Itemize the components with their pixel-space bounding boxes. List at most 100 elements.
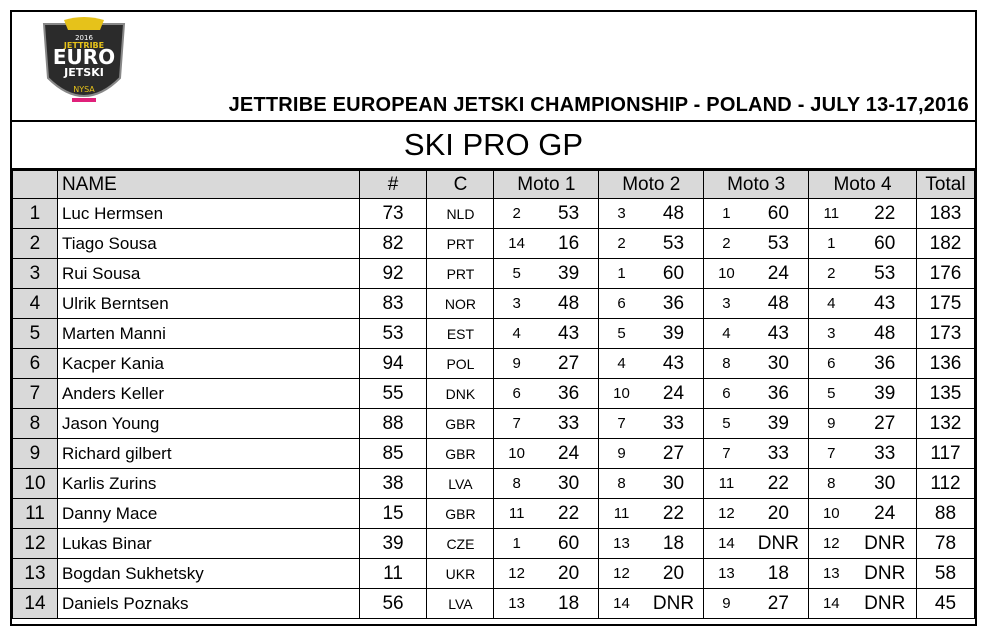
moto2-points: 33 <box>643 408 705 439</box>
moto1-position: 1 <box>493 528 539 559</box>
country-code: GBR <box>426 408 495 439</box>
moto3-position: 6 <box>703 378 749 409</box>
moto3-position: 10 <box>703 258 749 289</box>
moto2-position: 2 <box>598 228 644 259</box>
moto1-position: 4 <box>493 318 539 349</box>
rider-name: Karlis Zurins <box>56 468 360 499</box>
moto2-position: 4 <box>598 348 644 379</box>
total-points: 132 <box>915 408 976 439</box>
rider-number: 85 <box>358 438 428 469</box>
moto3-points: 48 <box>748 288 810 319</box>
total-points: 88 <box>915 498 976 529</box>
moto4-position: 11 <box>808 198 854 229</box>
total-points: 135 <box>915 378 976 409</box>
rank-cell: 6 <box>12 348 58 379</box>
results-body: 1 Luc Hermsen 73 NLD 2 53 3 48 1 60 11 22 183 2 Tiago … <box>12 198 976 619</box>
moto2-position: 11 <box>598 498 644 529</box>
moto4-position: 13 <box>808 558 854 589</box>
moto3-position: 8 <box>703 348 749 379</box>
svg-text:2016: 2016 <box>75 34 93 42</box>
rider-name: Daniels Poznaks <box>56 588 360 619</box>
rider-number: 39 <box>358 528 428 559</box>
svg-text:EURO: EURO <box>53 45 115 69</box>
moto4-header: Moto 4 <box>808 170 917 199</box>
moto3-position: 7 <box>703 438 749 469</box>
moto3-points: 22 <box>748 468 810 499</box>
rank-header <box>12 170 58 199</box>
moto4-position: 10 <box>808 498 854 529</box>
moto3-points: 30 <box>748 348 810 379</box>
table-row: 8 Jason Young 88 GBR 7 33 7 33 5 39 9 27 132 <box>12 408 976 439</box>
moto2-position: 6 <box>598 288 644 319</box>
rider-number: 38 <box>358 468 428 499</box>
moto1-position: 12 <box>493 558 539 589</box>
moto4-points: 60 <box>853 228 917 259</box>
rider-number: 83 <box>358 288 428 319</box>
moto4-points: 30 <box>853 468 917 499</box>
moto2-points: 18 <box>643 528 705 559</box>
moto3-position: 2 <box>703 228 749 259</box>
rider-name: Richard gilbert <box>56 438 360 469</box>
moto4-points: 33 <box>853 438 917 469</box>
moto1-points: 43 <box>538 318 600 349</box>
moto1-points: 36 <box>538 378 600 409</box>
moto4-position: 14 <box>808 588 854 619</box>
rider-number: 82 <box>358 228 428 259</box>
moto4-position: 12 <box>808 528 854 559</box>
table-row: 6 Kacper Kania 94 POL 9 27 4 43 8 30 6 36 136 <box>12 348 976 379</box>
country-code: EST <box>426 318 495 349</box>
moto1-position: 2 <box>493 198 539 229</box>
moto4-points: 24 <box>853 498 917 529</box>
rider-number: 11 <box>358 558 428 589</box>
moto2-position: 9 <box>598 438 644 469</box>
moto4-position: 8 <box>808 468 854 499</box>
country-code: LVA <box>426 588 495 619</box>
championship-logo: 2016 JETTRIBE EURO JETSKI NYSA <box>42 17 126 102</box>
event-headline: JETTRIBE EUROPEAN JETSKI CHAMPIONSHIP - … <box>228 94 969 116</box>
rank-cell: 11 <box>12 498 58 529</box>
rank-cell: 10 <box>12 468 58 499</box>
moto3-points: DNR <box>748 528 810 559</box>
table-row: 12 Lukas Binar 39 CZE 1 60 13 18 14 DNR 12 DNR 78 <box>12 528 976 559</box>
moto2-points: 20 <box>643 558 705 589</box>
country-code: PRT <box>426 228 495 259</box>
total-points: 45 <box>915 588 976 619</box>
moto1-points: 20 <box>538 558 600 589</box>
rank-cell: 3 <box>12 258 58 289</box>
moto3-position: 4 <box>703 318 749 349</box>
moto4-position: 5 <box>808 378 854 409</box>
moto2-points: 53 <box>643 228 705 259</box>
rank-cell: 14 <box>12 588 58 619</box>
moto1-position: 14 <box>493 228 539 259</box>
table-row: 7 Anders Keller 55 DNK 6 36 10 24 6 36 5 39 135 <box>12 378 976 409</box>
results-sheet: 2016 JETTRIBE EURO JETSKI NYSA JETTRIBE … <box>10 10 977 626</box>
moto2-points: 30 <box>643 468 705 499</box>
moto1-points: 27 <box>538 348 600 379</box>
moto3-points: 60 <box>748 198 810 229</box>
moto2-position: 5 <box>598 318 644 349</box>
moto3-points: 27 <box>748 588 810 619</box>
table-row: 11 Danny Mace 15 GBR 11 22 11 22 12 20 10 24 88 <box>12 498 976 529</box>
rider-name: Luc Hermsen <box>56 198 360 229</box>
moto2-points: 60 <box>643 258 705 289</box>
moto1-points: 22 <box>538 498 600 529</box>
rider-name: Danny Mace <box>56 498 360 529</box>
moto3-position: 14 <box>703 528 749 559</box>
moto3-position: 3 <box>703 288 749 319</box>
country-code: NLD <box>426 198 495 229</box>
rider-number: 56 <box>358 588 428 619</box>
table-row: 3 Rui Sousa 92 PRT 5 39 1 60 10 24 2 53 176 <box>12 258 976 289</box>
moto3-points: 24 <box>748 258 810 289</box>
moto2-points: 48 <box>643 198 705 229</box>
moto2-points: 36 <box>643 288 705 319</box>
rider-name: Kacper Kania <box>56 348 360 379</box>
moto1-position: 5 <box>493 258 539 289</box>
rider-number: 88 <box>358 408 428 439</box>
moto3-points: 33 <box>748 438 810 469</box>
country-code: LVA <box>426 468 495 499</box>
rider-number: 15 <box>358 498 428 529</box>
total-points: 117 <box>915 438 976 469</box>
moto2-header: Moto 2 <box>598 170 705 199</box>
moto2-position: 1 <box>598 258 644 289</box>
class-title: SKI PRO GP <box>12 122 975 170</box>
